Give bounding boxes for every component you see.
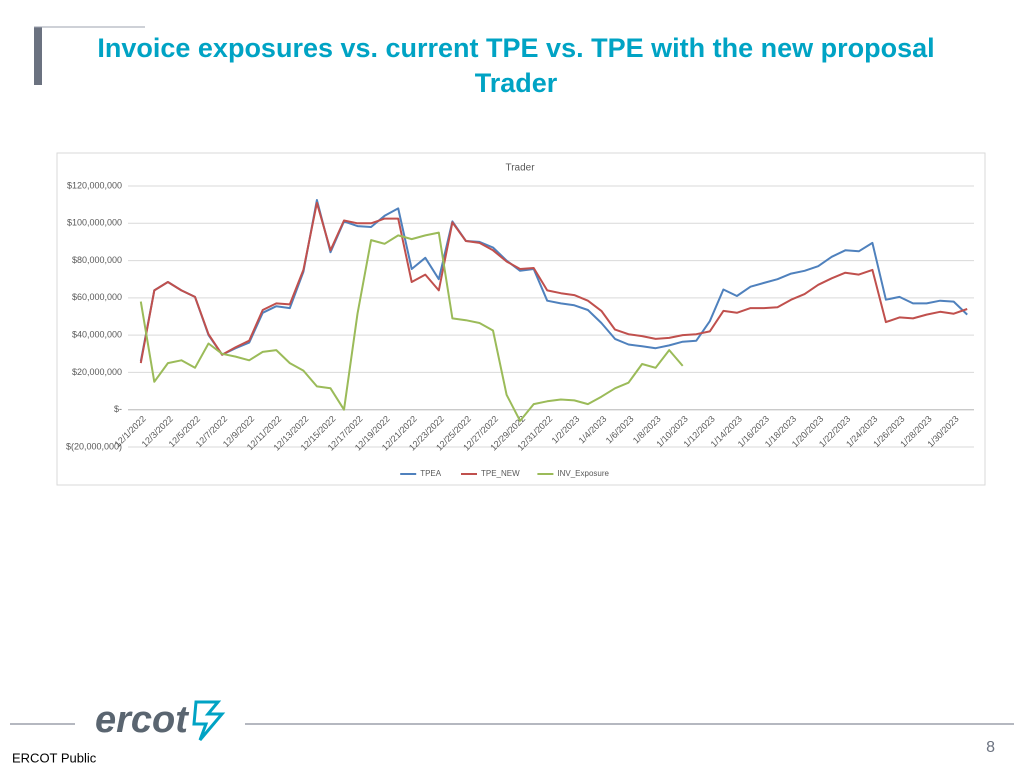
y-tick-label: $40,000,000 — [72, 330, 122, 340]
legend-label: INV_Exposure — [557, 469, 609, 478]
legend-label: TPEA — [420, 469, 442, 478]
logo: ercot — [95, 699, 189, 741]
y-tick-label: $- — [114, 404, 122, 414]
y-tick-label: $20,000,000 — [72, 367, 122, 377]
chart-frame — [56, 152, 986, 486]
y-tick-label: $60,000,000 — [72, 292, 122, 302]
footer-text: ERCOT Public — [12, 750, 97, 765]
page-number: 8 — [986, 739, 995, 756]
y-tick-label: $100,000,000 — [67, 218, 122, 228]
y-tick-label: $120,000,000 — [67, 180, 122, 190]
series-line — [139, 199, 968, 362]
y-tick-label: $(20,000,000) — [66, 441, 122, 451]
legend-label: TPE_NEW — [481, 469, 520, 478]
logo-icon — [192, 700, 226, 741]
series-line — [139, 231, 684, 422]
y-tick-label: $80,000,000 — [72, 255, 122, 265]
slide-subtitle: Trader — [475, 68, 558, 98]
chart-title: Trader — [505, 163, 535, 174]
series-line — [139, 201, 968, 364]
slide-title: Invoice exposures vs. current TPE vs. TP… — [97, 33, 934, 63]
accent-bar — [34, 27, 42, 85]
